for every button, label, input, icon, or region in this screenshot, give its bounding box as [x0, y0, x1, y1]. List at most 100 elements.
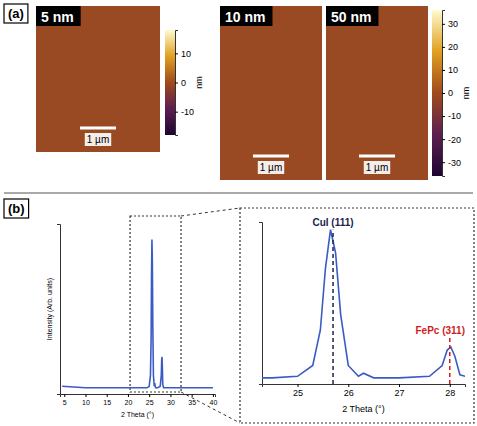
- panel-label: (a): [8, 6, 24, 21]
- x-tick: 15: [103, 394, 111, 406]
- colorbar-tick: 0: [442, 88, 453, 98]
- x-tick-mark: [213, 394, 214, 397]
- colorbar-tick-label: 20: [448, 42, 458, 52]
- colorbar-tick: 10: [442, 65, 458, 75]
- x-tick: 35: [188, 394, 196, 406]
- scale-bar: [253, 155, 289, 158]
- y-axis-title: Intensity (Arb. units): [46, 278, 54, 340]
- x-axis-line: [263, 385, 466, 388]
- zoom-connector: [181, 208, 240, 216]
- panel-label-group: (b): [4, 199, 29, 218]
- plot-area: [62, 239, 213, 387]
- y-axis: [57, 225, 61, 395]
- colorbar-tick-mark: [175, 112, 178, 113]
- scale-bar-label-group: 1 µm: [85, 133, 111, 146]
- x-tick-label: 40: [209, 399, 217, 406]
- x-tick-mark: [128, 394, 129, 397]
- annotation-label: FePc (311): [416, 325, 465, 336]
- x-tick-label: 5: [63, 399, 67, 406]
- x-tick: 20: [125, 394, 133, 406]
- colorbar-tick: 30: [442, 19, 458, 29]
- scale-bar-label: 1 µm: [260, 162, 282, 173]
- x-tick: 5: [63, 394, 67, 406]
- figure: (a)5 nm1 µm-10010nm10 nm1 µm50 nm1 µm-30…: [0, 0, 477, 426]
- x-axis-line: [61, 395, 216, 398]
- x-tick-label: 35: [188, 399, 196, 406]
- y-axis-line: [57, 225, 61, 395]
- colorbar-tick-label: -30: [448, 158, 461, 168]
- x-tick: 25: [293, 384, 303, 398]
- y-axis-line: [259, 223, 263, 385]
- colorbar-tick-label: 30: [448, 19, 458, 29]
- panel-separator: [4, 193, 473, 194]
- image-title-box: [36, 6, 81, 26]
- colorbar-tick-label: 10: [181, 49, 191, 59]
- image-title-group: 50 nm: [326, 6, 378, 26]
- path-part: [443, 11, 446, 177]
- colorbar-label: nm: [194, 76, 204, 89]
- colorbar-label: nm: [461, 87, 471, 100]
- scale-bar: [80, 127, 116, 130]
- image-title: 10 nm: [225, 9, 265, 25]
- x-tick-mark: [192, 394, 193, 397]
- data-line: [62, 239, 213, 387]
- colorbar-tick-label: 0: [448, 88, 453, 98]
- path-part: [176, 31, 179, 136]
- reference-line: [449, 338, 451, 384]
- x-tick-label: 28: [445, 388, 455, 398]
- reference-line: [332, 230, 334, 384]
- x-tick-label: 25: [146, 399, 154, 406]
- data-line: [262, 230, 465, 378]
- x-axis-title: 2 Theta (°): [121, 411, 154, 419]
- zoom-connector: [181, 392, 240, 423]
- scale-bar-label-group: 1 µm: [364, 161, 390, 174]
- image-title: 50 nm: [331, 9, 371, 25]
- colorbar-tick-mark: [442, 139, 445, 140]
- x-tick: 26: [344, 384, 354, 398]
- annotation-label: CuI (111): [312, 217, 353, 228]
- x-tick-label: 20: [125, 399, 133, 406]
- scale-bar: [359, 155, 395, 158]
- panel-label-group: (a): [4, 4, 28, 23]
- x-tick-mark: [85, 394, 86, 397]
- afm-image: [220, 6, 322, 180]
- image-title-box: [326, 6, 378, 26]
- scale-bar-label-box: [258, 161, 284, 174]
- x-tick-label: 25: [293, 388, 303, 398]
- colorbar-tick-mark: [175, 53, 178, 54]
- scale-bar-label: 1 µm: [366, 162, 388, 173]
- colorbar-tick-mark: [442, 24, 445, 25]
- colorbar-tick: 0: [175, 78, 186, 88]
- zoom-box: [130, 216, 181, 392]
- x-axis-title: 2 Theta (°): [342, 404, 384, 414]
- colorbar: [432, 10, 442, 176]
- scale-bar-label-box: [364, 161, 390, 174]
- colorbar-tick: 10: [175, 49, 191, 59]
- image-title: 5 nm: [41, 9, 74, 25]
- x-tick-label: 15: [103, 399, 111, 406]
- colorbar-tick-mark: [442, 70, 445, 71]
- afm-image: [36, 6, 160, 152]
- image-title-box: [220, 6, 272, 26]
- x-tick-mark: [64, 394, 65, 397]
- x-tick-mark: [348, 384, 349, 387]
- image-title-group: 10 nm: [220, 6, 272, 26]
- colorbar-tick-mark: [442, 47, 445, 48]
- x-tick: 27: [395, 384, 405, 398]
- colorbar: [165, 30, 175, 135]
- colorbar-tick-mark: [442, 116, 445, 117]
- x-tick-label: 27: [395, 388, 405, 398]
- colorbar-tick: -10: [442, 111, 461, 121]
- afm-image: [326, 6, 428, 180]
- colorbar-tick-label: 10: [448, 65, 458, 75]
- scale-bar-label-group: 1 µm: [258, 161, 284, 174]
- x-axis: 25 26 27 28: [263, 384, 466, 398]
- x-tick-mark: [107, 394, 108, 397]
- colorbar-tick-label: -20: [448, 134, 461, 144]
- x-tick-label: 10: [82, 399, 90, 406]
- image-title-group: 5 nm: [36, 6, 81, 26]
- panel-label-frame: [4, 4, 28, 23]
- colorbar-tick-label: -10: [181, 107, 194, 117]
- x-tick: 28: [445, 384, 455, 398]
- colorbar-tick-label: -10: [448, 111, 461, 121]
